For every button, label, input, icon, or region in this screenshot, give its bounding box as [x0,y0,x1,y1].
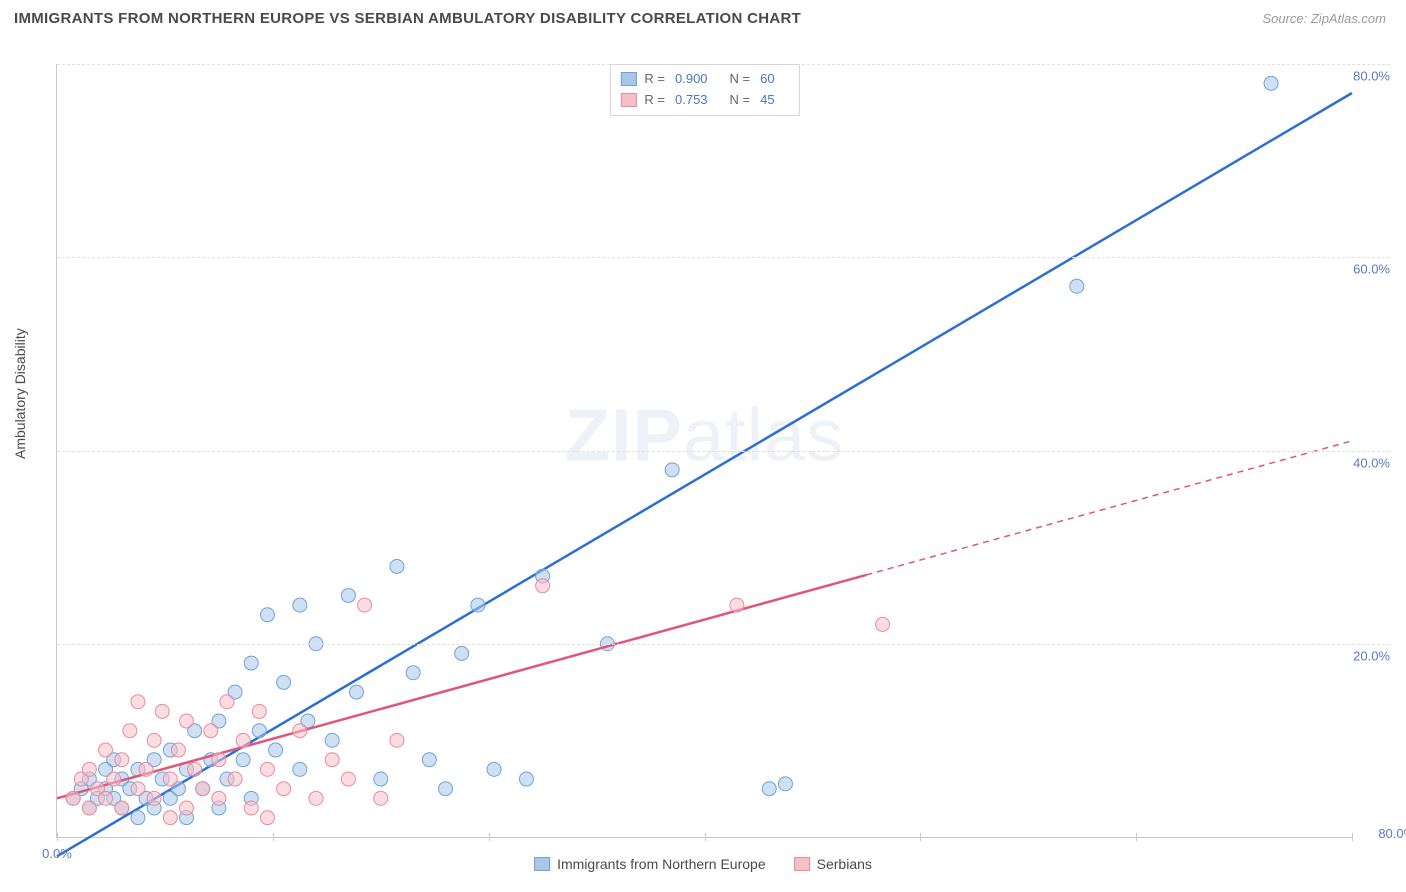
series-legend: Immigrants from Northern Europe Serbians [534,856,872,872]
y-tick-label: 60.0% [1353,262,1390,277]
legend-item-northern-europe: Immigrants from Northern Europe [534,856,766,872]
swatch-serbians-bottom [794,857,810,871]
chart-title: IMMIGRANTS FROM NORTHERN EUROPE VS SERBI… [14,10,801,27]
x-tick-label: 80.0% [1378,826,1406,841]
y-tick-label: 40.0% [1353,455,1390,470]
source-attribution: Source: ZipAtlas.com [1262,11,1386,26]
chart-header: IMMIGRANTS FROM NORTHERN EUROPE VS SERBI… [0,0,1406,33]
y-tick-label: 20.0% [1353,648,1390,663]
plot-region: ZIPatlas R =0.900 N =60 R =0.753 N =45 2… [56,64,1352,838]
legend-item-serbians: Serbians [794,856,872,872]
y-tick-label: 80.0% [1353,69,1390,84]
correlation-legend: R =0.900 N =60 R =0.753 N =45 [609,64,799,116]
swatch-serbians [620,93,636,107]
x-tick-label: 0.0% [42,846,72,861]
legend-row-serbians: R =0.753 N =45 [620,90,788,111]
y-axis-label: Ambulatory Disability [12,328,28,459]
legend-row-northern-europe: R =0.900 N =60 [620,69,788,90]
chart-area: Ambulatory Disability ZIPatlas R =0.900 … [14,40,1392,878]
swatch-northern-europe-bottom [534,857,550,871]
swatch-northern-europe [620,72,636,86]
